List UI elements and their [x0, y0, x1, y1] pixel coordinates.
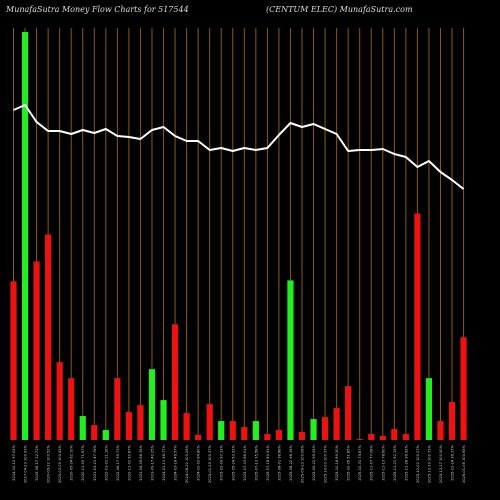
- volume-bar: [79, 416, 86, 440]
- volume-bar: [241, 427, 248, 440]
- x-tick-label: 2025-03-09 97.33%: [220, 444, 224, 480]
- volume-bar: [10, 281, 17, 440]
- x-tick-label: 2025-11-07 77.08%: [370, 444, 374, 480]
- volume-bar: [310, 419, 317, 440]
- volume-bar: [460, 337, 467, 440]
- x-tick-label: 2024-01-11 98.77%: [162, 444, 166, 480]
- volume-bar: [68, 378, 75, 440]
- volume-bar: [379, 436, 386, 440]
- x-tick-label: 2020-06-22 100.52%: [47, 444, 51, 483]
- volume-bar: [45, 234, 52, 440]
- volume-bar: [171, 324, 179, 440]
- volume-bar: [391, 429, 398, 440]
- volume-bar: [402, 434, 409, 440]
- x-tick-label: 2025-10-26 51.85%: [347, 444, 351, 480]
- x-tick-label: 2022-11-02 50.87%: [127, 444, 131, 480]
- x-tick-label: 2020-05-24 62.10%: [70, 444, 74, 480]
- chart-title: MunafaSutra Money Flow Charts for 517544: [6, 5, 189, 14]
- volume-bar: [414, 213, 421, 440]
- x-tick-label: 2020-03-09 100.43%: [58, 444, 62, 483]
- chart-subtitle: (CENTUM ELEC) MunafaSutra.com: [266, 5, 413, 14]
- x-tick-label: 2025-12-02 100.27%: [416, 444, 420, 483]
- x-tick-label: 2025-11-13 78.60%: [381, 444, 385, 480]
- x-tick-label: 2022-06-17 99.73%: [116, 444, 120, 480]
- x-tick-label: 2025-08-01 98.88%: [277, 444, 281, 480]
- x-tick-label: 2025-11-21 92.19%: [393, 444, 397, 480]
- x-tick-label: 2025-10-31 75.87%: [358, 444, 362, 480]
- volume-bar: [148, 369, 156, 440]
- volume-bar: [368, 434, 375, 440]
- volume-bar: [91, 425, 98, 440]
- volume-bar: [448, 402, 456, 440]
- volume-bar: [195, 435, 202, 440]
- x-tick-label: 2021-03-21 47.78%: [93, 444, 97, 480]
- volume-bar: [183, 413, 190, 440]
- x-tick-label: 2024-10-02 84.80%: [197, 444, 201, 480]
- volume-bar: [114, 378, 121, 440]
- gridlines: [13, 28, 465, 440]
- price-line: [13, 104, 465, 190]
- volume-bar: [102, 430, 109, 440]
- volume-bar: [298, 432, 306, 440]
- x-tick-label: 2024-03-18 49.57%: [174, 444, 178, 480]
- volume-bar: [345, 386, 352, 440]
- x-tick-label: 2025-10-16 89.30%: [335, 444, 339, 480]
- x-tick-label: 2025-07-13 95.58%: [254, 444, 258, 480]
- x-tick-label: 2020-11-09 71.67%: [81, 444, 85, 480]
- volume-bar: [137, 405, 144, 440]
- x-tick-label: 2025-09-13 100.08%: [301, 444, 305, 483]
- x-tick-label: 2025-12-17 100.50%: [439, 444, 443, 483]
- volume-bar: [287, 280, 294, 440]
- x-tick-label: 2023-04-05 68.35%: [139, 444, 143, 480]
- x-tick-label: 2025-01-29 100.37%: [208, 444, 212, 483]
- volume-bar: [437, 421, 444, 440]
- volume-bar: [425, 378, 433, 440]
- volume-bar: [229, 421, 236, 440]
- x-tick-label: 2022-01-02 21.16%: [104, 444, 108, 480]
- x-tick-labels: 2014-10-12 97.05% 2017-04-23 100.93% 2019-…: [12, 444, 466, 483]
- x-tick-label: 2025-08-22 98.35%: [289, 444, 293, 480]
- volume-bar: [264, 434, 271, 440]
- x-tick-label: 2017-04-23 100.93%: [24, 444, 28, 483]
- volume-bar: [56, 362, 63, 440]
- x-tick-label: 2025-10-03 100.37%: [324, 444, 328, 483]
- volume-bar: [206, 404, 213, 440]
- x-tick-label: 2025-12-10 100.73%: [427, 444, 431, 483]
- volume-bar: [218, 421, 225, 440]
- volume-bar: [33, 261, 40, 440]
- x-tick-label: 2025-12-24 36.17%: [451, 444, 455, 480]
- volume-bar: [252, 421, 259, 440]
- volume-bar: [333, 408, 340, 440]
- x-tick-label: 2014-10-12 97.05%: [12, 444, 16, 480]
- x-tick-label: 2026-01-06 100.65%: [462, 444, 466, 483]
- x-tick-label: 2025-11-28 96.92%: [404, 444, 408, 480]
- volume-bar: [21, 32, 29, 440]
- x-tick-label: 2025-09-22 99.25%: [312, 444, 316, 480]
- volume-bar: [356, 439, 363, 440]
- x-tick-label: 2024-08-22 100.25%: [185, 444, 189, 483]
- x-tick-label: 2023-09-17 42.05%: [150, 444, 154, 480]
- x-tick-label: 2025-07-03 86.01%: [243, 444, 247, 480]
- x-tick-label: 2025-07-18 80.91%: [266, 444, 270, 480]
- volume-bar: [275, 430, 283, 440]
- volume-bar: [321, 417, 329, 440]
- bars: [10, 32, 467, 440]
- volume-bar: [160, 400, 167, 440]
- volume-bar: [125, 412, 132, 440]
- x-tick-label: 2019-08-17 12.73%: [35, 444, 39, 480]
- x-tick-label: 2025-05-24 53.92%: [231, 444, 235, 480]
- price-line-layer: [13, 104, 465, 190]
